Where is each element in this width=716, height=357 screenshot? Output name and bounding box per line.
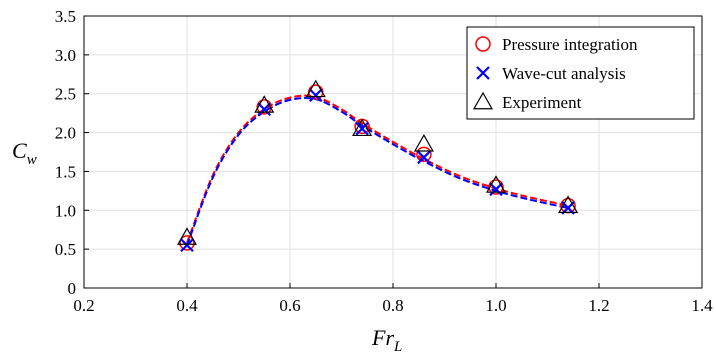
- circle-data-point: [256, 99, 272, 115]
- fit-curves: [186, 94, 569, 246]
- y-tick-label: 1.5: [55, 162, 76, 181]
- x-tick-label: 1.4: [691, 296, 713, 315]
- circle-data-point: [416, 146, 432, 163]
- svg-text:FrL: FrL: [371, 325, 402, 355]
- legend-marker-circle: [475, 36, 491, 52]
- triangle-data-point: [254, 95, 275, 113]
- x-data-point: [308, 88, 323, 103]
- x-tick-label: 1.2: [588, 296, 609, 315]
- x-tick-label: 0.4: [176, 296, 198, 315]
- circle-data-point: [488, 179, 504, 195]
- data-points: [176, 79, 579, 253]
- circle-data-point: [179, 235, 195, 251]
- triangle-data-point: [176, 227, 198, 245]
- axis-ticks: 0.2 0.4 0.6 0.8 1.0 1.2 1.4 0 0.5 1.0 1.5 2.0 2.5 3.0…: [55, 7, 713, 315]
- fit-curve: [186, 94, 569, 244]
- y-tick-label: 3.5: [55, 7, 76, 26]
- y-tick-label: 1.0: [55, 201, 76, 220]
- x-axis-label: FrL: [371, 325, 402, 355]
- fit-curve: [186, 97, 569, 246]
- x-tick-label: 0.2: [73, 296, 94, 315]
- triangle-data-point: [485, 175, 507, 193]
- triangle-data-point: [352, 118, 373, 137]
- y-axis-label: Cw: [12, 138, 37, 168]
- legend-box: [466, 26, 695, 120]
- y-tick-label: 2.5: [55, 85, 76, 104]
- y-tick-label: 2.0: [55, 124, 76, 143]
- x-data-point: [417, 150, 431, 165]
- x-tick-label: 0.6: [279, 296, 300, 315]
- x-tick-label: 1.0: [485, 296, 506, 315]
- triangle-data-point: [558, 195, 579, 213]
- legend: Pressure integration Wave-cut analysis Exp…: [466, 26, 695, 120]
- legend-label: Experiment: [502, 93, 582, 112]
- triangle-data-point: [413, 134, 434, 152]
- y-tick-label: 3.0: [55, 46, 76, 65]
- legend-marker-triangle: [472, 91, 494, 110]
- y-tick-label: 0.5: [55, 240, 76, 259]
- x-data-point: [180, 238, 194, 253]
- legend-marker-x: [476, 66, 490, 80]
- x-tick-label: 0.8: [382, 296, 403, 315]
- legend-label: Pressure integration: [502, 35, 638, 54]
- y-tick-label: 0: [68, 279, 77, 298]
- legend-label: Wave-cut analysis: [502, 64, 626, 83]
- svg-text:Cw: Cw: [12, 138, 37, 168]
- x-data-point: [257, 102, 272, 117]
- x-data-point: [355, 121, 369, 136]
- x-data-point: [489, 182, 503, 197]
- triangle-data-point: [305, 79, 326, 98]
